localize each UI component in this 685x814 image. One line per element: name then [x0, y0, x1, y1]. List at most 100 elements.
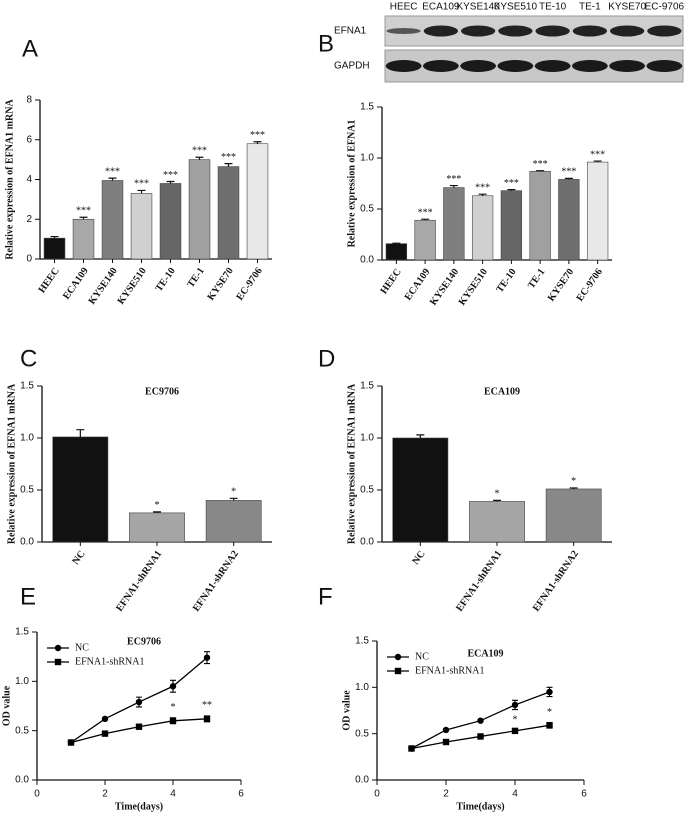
bar: [43, 237, 66, 260]
blot-band: [422, 60, 459, 72]
bar: [217, 166, 240, 260]
x-tick-label: EFNA1-shRNA1: [114, 549, 164, 614]
panel-label: F: [318, 583, 333, 610]
y-axis-label: Relative expression of EFNA1: [346, 120, 357, 248]
bar: [159, 183, 182, 260]
y-tick-label: 1.5: [15, 627, 29, 638]
y-tick-label: 8: [26, 95, 32, 106]
bar: [471, 195, 494, 261]
error-bar: [421, 218, 430, 221]
point: [203, 715, 211, 723]
y-tick-label: 0.5: [355, 728, 369, 739]
significance: *: [155, 500, 160, 511]
significance: *: [231, 487, 236, 498]
point: [135, 723, 143, 730]
x-tick-label: TE-1: [185, 266, 206, 290]
error-bar: [76, 429, 85, 437]
error-bar: [137, 189, 146, 194]
error-bar: [50, 235, 59, 239]
point: [135, 698, 143, 706]
panel-label: A: [22, 35, 38, 62]
bar: [72, 218, 95, 260]
point: [67, 739, 75, 746]
bar: [443, 187, 465, 261]
x-tick-label: EC-9706: [575, 267, 605, 304]
significance: *: [171, 702, 176, 713]
error-bar: [153, 511, 161, 513]
y-tick-label: 1.0: [20, 433, 34, 444]
point: [511, 727, 519, 735]
legend-marker: [54, 658, 62, 666]
x-tick-label: EFNA1-shRNA2: [191, 549, 241, 614]
x-tick-label: 4: [170, 789, 176, 800]
significance: ***: [221, 152, 236, 163]
significance: ***: [561, 167, 576, 178]
significance: ***: [76, 206, 91, 217]
blot-column-label: KYSE510: [494, 2, 538, 13]
x-tick-label: KYSE510: [116, 266, 149, 307]
point: [101, 730, 109, 737]
blot-column-label: ECA109: [422, 2, 460, 13]
bar: [188, 159, 211, 260]
point: [203, 654, 211, 661]
blot-band: [534, 60, 571, 72]
error-bar: [108, 177, 117, 181]
blot-band: [535, 25, 570, 37]
error-bar: [536, 170, 545, 172]
y-tick-label: 1.5: [360, 102, 374, 113]
bar: [129, 512, 185, 543]
blot-band: [572, 25, 608, 37]
bar: [385, 243, 408, 261]
panel-label: E: [20, 583, 36, 610]
point: [511, 701, 519, 709]
panel-label: B: [318, 30, 334, 57]
x-tick-label: 6: [581, 789, 587, 800]
legend-label: NC: [75, 642, 89, 653]
blot-band: [385, 60, 422, 72]
x-tick-label: KYSE70: [546, 267, 576, 304]
y-tick-label: 0.5: [20, 485, 34, 496]
bar: [586, 161, 609, 261]
error-bar: [478, 193, 487, 196]
significance: ***: [475, 183, 490, 194]
blot-row-label: GAPDH: [334, 61, 370, 72]
significance: **: [202, 700, 212, 711]
blot-band: [609, 25, 645, 37]
significance: *: [495, 489, 500, 500]
y-tick-label: 0.0: [355, 775, 369, 786]
x-tick-label: 2: [443, 789, 449, 800]
x-tick-label: 6: [238, 789, 244, 800]
significance: ***: [192, 146, 207, 157]
x-tick-label: TE-10: [494, 267, 518, 295]
significance: *: [513, 714, 518, 725]
error-bar: [79, 216, 88, 220]
x-tick-label: KYSE510: [457, 267, 490, 308]
error-bar: [253, 141, 262, 144]
x-axis-label: Time(days): [115, 801, 163, 812]
chart-title: EC9706: [127, 636, 161, 647]
blot-column-label: HEEC: [390, 2, 418, 13]
x-tick-label: HEEC: [37, 266, 62, 296]
blot-column-label: TE-10: [539, 2, 567, 13]
bar: [246, 143, 269, 260]
panel-label: C: [20, 345, 37, 372]
x-tick-label: TE-10: [154, 266, 178, 294]
error-bar: [229, 497, 238, 501]
bar: [414, 219, 436, 261]
significance: *: [547, 707, 552, 718]
y-tick-label: 0.5: [360, 485, 374, 496]
y-axis-label: Relative expression of EFNA1 mRNA: [4, 99, 15, 260]
x-tick-label: EC-9706: [234, 266, 264, 303]
y-tick-label: 0.5: [360, 204, 374, 215]
significance: ***: [418, 207, 433, 218]
blot-band: [646, 60, 683, 72]
y-tick-label: 0.0: [360, 255, 374, 266]
point: [101, 715, 109, 723]
point: [442, 726, 450, 734]
error-bar: [593, 160, 602, 163]
series-line: [70, 718, 208, 744]
point: [442, 738, 450, 746]
x-tick-label: KYSE70: [205, 266, 235, 303]
bar: [500, 190, 523, 261]
